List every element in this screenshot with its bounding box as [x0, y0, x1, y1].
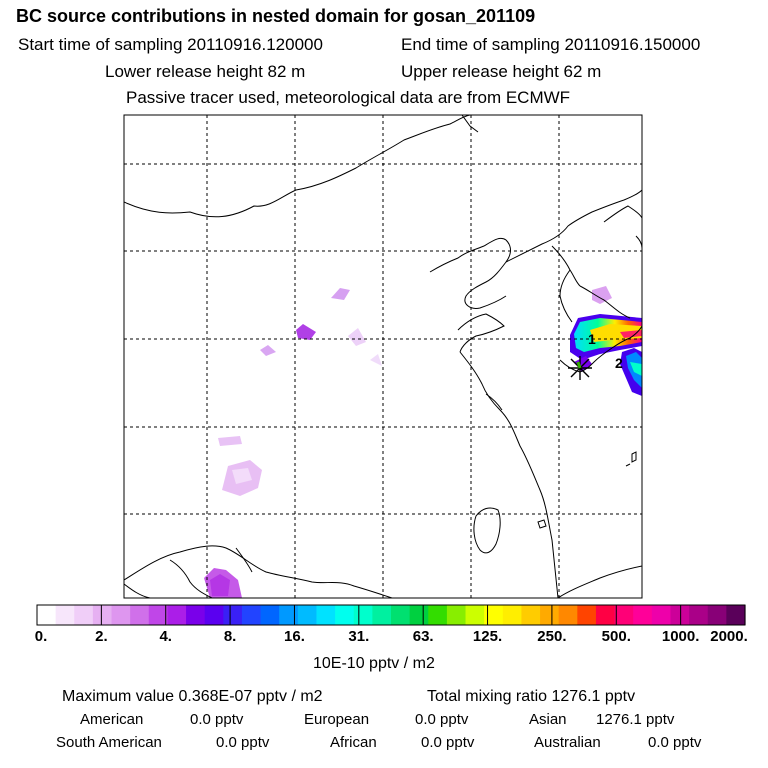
colorbar-cell [558, 605, 578, 625]
colorbar-cell [130, 605, 150, 625]
colorbar-tick-label: 63. [412, 628, 434, 645]
colorbar-cell [726, 605, 746, 625]
colorbar-cell [37, 605, 57, 625]
patch-inland-west [260, 345, 276, 356]
colorbar-tick-label: 500. [601, 628, 631, 645]
marker-label-1: 1 [588, 331, 596, 347]
patch-inland-center [296, 324, 316, 340]
colorbar-cell [353, 605, 373, 625]
colorbar-cell [92, 605, 113, 625]
patch-inland-east2 [370, 354, 382, 366]
colorbar-tick-label: 31. [348, 628, 370, 645]
colorbar-cell [689, 605, 709, 625]
australian-value: 0.0 pptv [648, 734, 702, 751]
start-time-text: Start time of sampling 20110916.120000 [18, 35, 323, 54]
patch-inland-north [331, 288, 350, 300]
maximum-value-text: Maximum value 0.368E-07 pptv / m2 [62, 688, 323, 705]
patch-inland-east [348, 328, 366, 346]
colorbar-cell [409, 605, 429, 625]
patch-south-border-core [210, 574, 230, 596]
south-american-value: 0.0 pptv [216, 734, 270, 751]
european-label: European [304, 711, 370, 728]
total-mixing-ratio-text: Total mixing ratio 1276.1 pptv [427, 688, 636, 705]
american-value: 0.0 pptv [190, 711, 244, 728]
colorbar-cell [111, 605, 131, 625]
colorbar-cell [223, 605, 243, 625]
australian-label: Australian [534, 734, 601, 751]
colorbar-tick-label: 16. [284, 628, 305, 645]
colorbar-cell [670, 605, 690, 625]
colorbar-cell [502, 605, 523, 625]
tracer-note-text: Passive tracer used, meteorological data… [126, 88, 571, 107]
asian-value: 1276.1 pptv [596, 711, 675, 728]
colorbar-tick-label: 1000. [661, 628, 700, 645]
colorbar-cell [428, 605, 448, 625]
end-time-text: End time of sampling 20110916.150000 [401, 35, 701, 54]
colorbar-cell [614, 605, 634, 625]
colorbar-cell [540, 605, 560, 625]
colorbar-cell [148, 605, 169, 625]
south-american-label: South American [56, 734, 162, 751]
map-frame [123, 114, 643, 599]
contribution-patches [204, 286, 612, 598]
receptor-star-icon [568, 356, 592, 380]
marker-label-2: 2 [615, 355, 623, 371]
lower-release-height-text: Lower release height 82 m [105, 62, 306, 81]
colorbar-cell [372, 605, 392, 625]
colorbar-cell [651, 605, 672, 625]
plot-title: BC source contributions in nested domain… [16, 6, 536, 26]
colorbar-cell [297, 605, 318, 625]
colorbar-cell [55, 605, 75, 625]
graticule [124, 115, 642, 598]
asian-label: Asian [529, 711, 567, 728]
colorbar-cell [335, 605, 355, 625]
colorbar-frame [36, 604, 746, 626]
colorbar-tick-label: 0. [34, 628, 48, 645]
colorbar [36, 604, 746, 626]
patch-southwest-3 [232, 468, 252, 484]
source-contribution-map: 1 2 [123, 114, 643, 599]
colorbar-cell [74, 605, 94, 625]
colorbar-cell [633, 605, 653, 625]
colorbar-cell [186, 605, 206, 625]
patch-korea-north [592, 286, 612, 304]
colorbar-cell [167, 605, 187, 625]
colorbar-cell [521, 605, 541, 625]
colorbar-tick-label: 125. [472, 628, 503, 645]
colorbar-cell [465, 605, 485, 625]
colorbar-tick-label: 2. [95, 628, 108, 645]
colorbar-cell [391, 605, 411, 625]
colorbar-cell [279, 605, 299, 625]
upper-release-height-text: Upper release height 62 m [401, 62, 602, 81]
colorbar-cell [707, 605, 727, 625]
american-label: American [80, 711, 144, 728]
colorbar-tick-label: 250. [537, 628, 567, 645]
african-value: 0.0 pptv [421, 734, 475, 751]
colorbar-cell [446, 605, 467, 625]
colorbar-cell [241, 605, 262, 625]
colorbar-cell [316, 605, 336, 625]
african-label: African [330, 734, 377, 751]
colorbar-cell [577, 605, 597, 625]
colorbar-tick-label: 2000. [710, 628, 748, 645]
colorbar-cell [260, 605, 280, 625]
colorbar-cell [484, 605, 504, 625]
colorbar-cell [204, 605, 224, 625]
european-value: 0.0 pptv [415, 711, 469, 728]
country-borders [169, 547, 253, 598]
patch-southwest-1 [218, 436, 242, 446]
colorbar-tick-label: 8. [223, 628, 237, 645]
colorbar-unit-label: 10E-10 pptv / m2 [313, 655, 435, 672]
colorbar-cell [595, 605, 616, 625]
colorbar-tick-label: 4. [159, 628, 172, 645]
